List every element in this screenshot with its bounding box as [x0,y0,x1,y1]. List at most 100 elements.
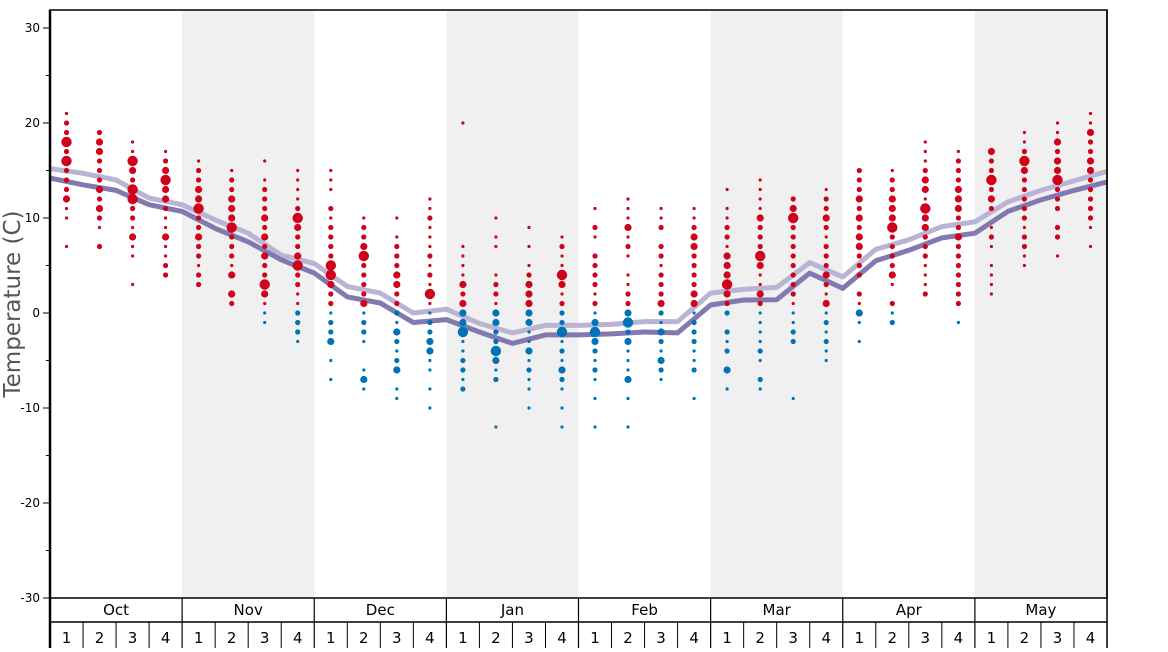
warm-dot [64,216,69,220]
warm-dot [626,216,630,220]
cold-dot [460,386,466,392]
cold-dot [624,309,632,317]
warm-dot [755,250,766,262]
warm-dot [263,178,267,182]
warm-dot [1052,174,1063,186]
warm-dot [64,244,69,249]
warm-dot [460,291,466,297]
warm-dot [196,167,202,174]
month-label-may: May [1025,601,1056,619]
cold-dot [296,339,300,344]
cold-dot [593,396,597,401]
week-label: 1 [458,629,468,647]
warm-dot [1021,148,1027,155]
warm-dot [988,167,995,174]
warm-dot [955,243,962,250]
month-label-mar: Mar [763,601,792,619]
warm-dot [228,195,236,203]
lower-temperature-line [49,175,1108,346]
cold-dot [725,339,729,344]
warm-dot [197,159,201,163]
warm-dot [955,158,962,164]
cold-dot [428,311,432,315]
warm-dot [229,300,235,307]
warm-dot [328,253,334,259]
warm-dot [229,253,235,259]
warm-dot [428,282,432,287]
warm-dot [658,281,664,288]
warm-dot [1053,138,1062,146]
cold-dot [394,338,400,345]
warm-dot [127,155,138,167]
cold-dot [460,367,466,373]
warm-dot [756,261,764,270]
week-label: 4 [293,629,303,647]
cold-dot [459,309,467,317]
cold-dot [791,311,795,315]
warm-dot [1021,234,1027,240]
warm-dot [131,254,135,258]
month-shade-jan [446,10,579,598]
warm-dot [63,120,70,126]
warm-dot [229,243,235,250]
warm-dot [955,224,962,231]
warm-dot [560,235,564,239]
warm-dot [659,216,663,220]
warm-dot [921,185,929,194]
warm-dot [692,216,696,220]
week-label: 1 [590,629,600,647]
warm-dot [790,196,796,202]
y-tick-label: 20 [25,116,40,130]
warm-dot [923,140,927,144]
warm-dot [592,253,598,259]
warm-dot [954,195,963,203]
warm-dot [658,224,664,231]
warm-dot [921,176,929,184]
warm-dot [230,263,234,268]
cold-dot [657,328,665,336]
warm-dot [856,167,862,174]
warm-dot [955,281,962,288]
warm-dot [758,187,762,192]
warm-dot [824,187,828,192]
warm-dot [494,216,498,220]
warm-dot [822,299,830,308]
warm-dot [328,224,334,231]
cold-dot [329,311,333,315]
cold-dot [658,338,664,345]
warm-dot [856,262,862,269]
warm-dot [758,273,762,277]
warm-dot [955,215,962,221]
warm-dot [164,244,168,249]
warm-dot [163,205,169,212]
week-label: 3 [788,629,798,647]
warm-dot [757,224,763,231]
warm-dot [857,301,861,306]
warm-dot [361,281,367,288]
warm-dot [625,243,631,250]
warm-dot [358,250,369,262]
cold-dot [526,367,532,373]
warm-dot [690,242,698,251]
cold-dot [427,329,433,335]
warm-dot [922,291,928,297]
warm-dot [527,244,531,249]
warm-dot [164,225,168,230]
warm-dot [494,244,498,249]
week-label: 3 [524,629,534,647]
cold-dot [723,366,731,374]
warm-dot [888,195,896,203]
y-tick-label: 0 [32,306,40,320]
warm-dot [955,262,962,269]
cold-dot [559,348,565,354]
warm-dot [956,149,961,154]
warm-dot [328,234,334,240]
warm-dot [196,215,202,221]
warm-dot [626,254,630,258]
cold-dot [790,338,796,345]
cold-dot [593,377,597,382]
week-label: 1 [62,629,72,647]
warm-dot [626,235,630,239]
cold-dot [493,376,499,383]
cold-dot [591,337,599,346]
